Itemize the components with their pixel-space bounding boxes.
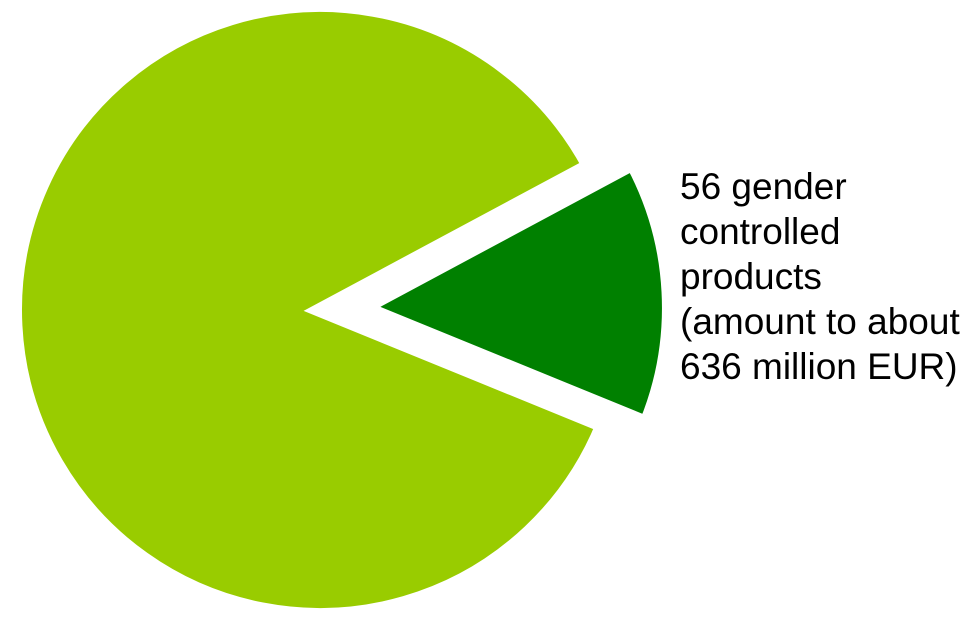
slice-label-line-3: products	[680, 256, 822, 297]
slice-label-line-1: 56 gender	[680, 166, 847, 207]
pie-slice-main	[8, 0, 612, 619]
pie-slices	[8, 0, 676, 619]
slice-label-line-4: (amount to about	[680, 301, 960, 342]
pie-slice-highlighted	[347, 154, 676, 433]
slice-label-line-2: controlled	[680, 211, 840, 252]
slice-label-line-5: 636 million EUR)	[680, 346, 958, 387]
